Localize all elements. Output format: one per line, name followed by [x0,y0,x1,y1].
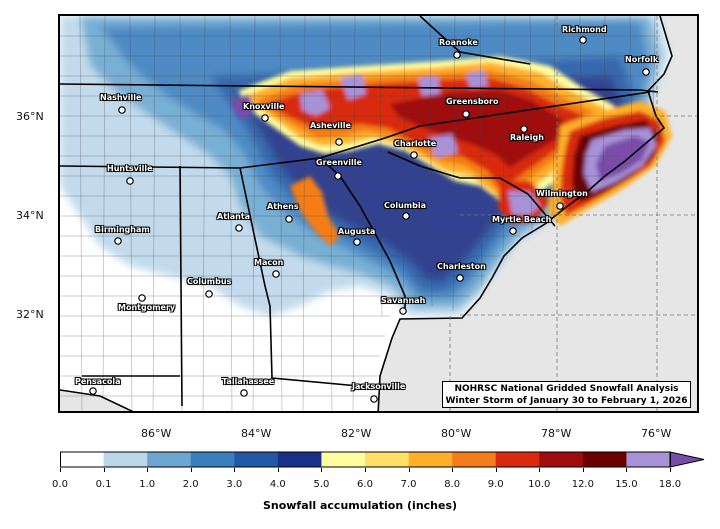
colorbar-tick-label: 4.0 [269,479,286,490]
city-label-birmingham: Birmingham [95,225,150,234]
colorbar-tick-label: 1.0 [139,479,156,490]
colorbar-tick-mark [60,468,61,472]
colorbar-segment [321,452,366,467]
colorbar-segment [452,452,497,467]
city-label-huntsville: Huntsville [107,164,153,173]
city-label-myrtle-beach: Myrtle Beach [492,215,552,224]
city-label-columbus: Columbus [187,277,232,286]
colorbar-extend-arrow [669,451,705,468]
lon-tick-78: 78°W [541,427,572,440]
map-title-line2: Winter Storm of January 30 to February 1… [445,396,688,406]
colorbar-tick-mark [190,468,192,472]
colorbar-tick-mark [234,468,236,472]
graticule [449,16,697,411]
city-label-augusta: Augusta [338,227,376,236]
colorbar [60,451,705,468]
city-label-atlanta: Atlanta [217,212,251,221]
colorbar-outline [60,451,671,468]
snowfall-map [60,16,697,411]
city-label-savannah: Savannah [381,296,426,305]
city-label-richmond: Richmond [562,25,607,34]
colorbar-segment [408,452,453,467]
colorbar-segment [234,452,279,467]
city-label-norfolk: Norfolk [625,55,659,64]
lon-tick-76: 76°W [641,427,672,440]
colorbar-tick-mark [582,468,584,472]
colorbar-segment [147,452,192,467]
city-markers [89,36,650,403]
city-label-athens: Athens [267,202,299,211]
city-label-roanoke: Roanoke [439,38,478,47]
city-label-greensboro: Greensboro [446,97,499,106]
lon-tick-80: 80°W [441,427,472,440]
colorbar-tick-label: 0.1 [95,479,112,490]
city-label-charleston: Charleston [437,262,486,271]
colorbar-tick-label: 12.0 [571,479,594,490]
colorbar-tick-label: 0.0 [52,479,68,490]
map-title-line1: NOHRSC National Gridded Snowfall Analysi… [454,384,679,394]
colorbar-segment [365,452,410,467]
city-label-jacksonville: Jacksonville [352,382,406,391]
lat-tick-36: 36°N [16,110,44,123]
city-label-columbia: Columbia [384,201,427,210]
colorbar-tick-mark [103,468,105,472]
lon-tick-86: 86°W [141,427,172,440]
colorbar-segment [60,452,105,467]
colorbar-tick-mark [408,468,410,472]
city-label-asheville: Asheville [310,121,351,130]
colorbar-tick-mark [539,468,541,472]
city-label-tallahassee: Tallahassee [222,377,275,386]
county-lines [60,16,660,411]
colorbar-tick-label: 6.0 [357,479,373,490]
colorbar-segment [190,452,235,467]
colorbar-tick-mark [670,468,671,472]
colorbar-tick-mark [495,468,497,472]
colorbar-segment [277,452,322,467]
colorbar-tick-mark [321,468,323,472]
colorbar-tick-label: 7.0 [400,479,417,490]
city-label-charlotte: Charlotte [394,139,437,148]
colorbar-tick-mark [147,468,149,472]
lon-tick-84: 84°W [241,427,272,440]
city-label-nashville: Nashville [100,93,142,102]
lat-tick-34: 34°N [16,209,44,222]
colorbar-tick-label: 10.0 [528,479,551,490]
city-label-knoxville: Knoxville [243,102,285,111]
colorbar-tick-label: 3.0 [226,479,243,490]
colorbar-tick-label: 18.0 [658,479,682,490]
colorbar-tick-mark [452,468,454,472]
city-label-montgomery: Montgomery [118,303,176,312]
colorbar-tick-label: 5.0 [313,479,330,490]
colorbar-tick-label: 8.0 [444,479,461,490]
colorbar-segment [582,452,627,467]
map-panel [58,14,699,413]
city-label-greenville: Greenville [316,158,362,167]
colorbar-label: Snowfall accumulation (inches) [262,499,458,512]
colorbar-segment [539,452,584,467]
coastline [60,16,673,411]
colorbar-tick-label: 9.0 [487,479,504,490]
city-label-pensacola: Pensacola [75,377,121,386]
colorbar-segment [103,452,148,467]
city-label-wilmington: Wilmington [536,189,588,198]
colorbar-tick-mark [277,468,279,472]
colorbar-tick-mark [626,468,628,472]
colorbar-tick-label: 2.0 [182,479,199,490]
colorbar-tick-mark [365,468,366,472]
colorbar-tick-label: 15.0 [615,479,638,490]
colorbar-segment [495,452,540,467]
map-title-box: NOHRSC National Gridded Snowfall Analysi… [442,381,691,408]
state-borders [60,16,659,407]
city-label-raleigh: Raleigh [510,133,544,142]
lon-tick-82: 82°W [341,427,372,440]
lat-tick-32: 32°N [16,308,44,321]
city-label-macon: Macon [254,258,284,267]
colorbar-segment [626,452,671,467]
